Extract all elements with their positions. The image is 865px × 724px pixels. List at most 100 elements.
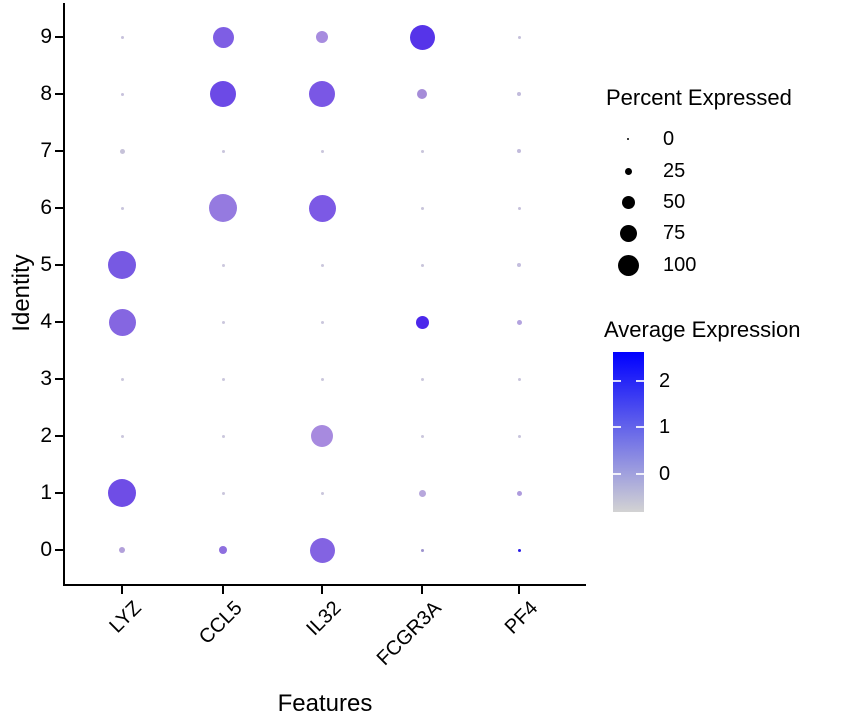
color-legend-title: Average Expression: [604, 317, 801, 342]
color-legend-label: 0: [659, 463, 671, 485]
size-legend-dot-100: [617, 254, 639, 276]
y-tick-mark: [55, 321, 63, 323]
size-legend-dot-25: [624, 167, 632, 175]
dot-LYZ-7: [119, 148, 125, 154]
dot-FCGR3A-6: [420, 206, 424, 210]
dot-LYZ-2: [120, 434, 124, 438]
dot-IL32-5: [320, 263, 324, 267]
dot-CCL5-9: [212, 26, 234, 48]
dot-CCL5-3: [221, 377, 225, 381]
dot-FCGR3A-0: [420, 548, 424, 552]
dot-FCGR3A-2: [420, 434, 424, 438]
dot-FCGR3A-1: [418, 489, 426, 497]
color-legend-label: 2: [659, 370, 671, 392]
colorbar-tick: [613, 426, 621, 428]
dot-CCL5-1: [221, 491, 225, 495]
y-tick-mark: [55, 492, 63, 494]
x-tick-label: CCL5: [194, 597, 247, 649]
dot-IL32-1: [320, 491, 324, 495]
dot-PF4-6: [517, 206, 521, 210]
dot-PF4-9: [517, 35, 521, 39]
y-tick-label: 6: [40, 196, 52, 219]
colorbar-tick: [613, 380, 621, 382]
dot-PF4-5: [517, 263, 521, 267]
x-axis-title: Features: [277, 690, 373, 717]
dot-CCL5-0: [219, 546, 227, 554]
x-tick-mark: [222, 586, 224, 594]
dot-IL32-3: [320, 377, 324, 381]
dot-PF4-8: [517, 92, 521, 96]
dot-CCL5-8: [210, 81, 236, 107]
y-axis-line: [63, 3, 65, 586]
colorbar-tick: [636, 473, 644, 475]
y-tick-mark: [55, 150, 63, 152]
dot-LYZ-5: [108, 251, 136, 279]
dot-CCL5-5: [221, 263, 225, 267]
x-tick-label: LYZ: [105, 597, 146, 638]
dot-FCGR3A-9: [409, 24, 435, 50]
dot-LYZ-9: [120, 35, 124, 39]
color-legend-label: 1: [659, 416, 671, 438]
x-tick-label: IL32: [302, 597, 346, 641]
size-legend-label: 25: [663, 160, 686, 182]
dot-LYZ-0: [119, 547, 125, 553]
y-tick-label: 4: [40, 310, 52, 333]
dot-IL32-7: [320, 149, 324, 153]
y-tick-mark: [55, 378, 63, 380]
dot-PF4-7: [517, 149, 521, 153]
size-legend-dot-0: [627, 138, 629, 140]
x-tick-label: FCGR3A: [372, 597, 446, 670]
dot-PF4-1: [516, 490, 522, 496]
dot-IL32-4: [320, 320, 324, 324]
dot-PF4-3: [517, 377, 521, 381]
y-tick-mark: [55, 93, 63, 95]
dot-FCGR3A-3: [420, 377, 424, 381]
dot-FCGR3A-5: [420, 263, 424, 267]
dot-LYZ-6: [120, 206, 124, 210]
size-legend-label: 100: [663, 254, 697, 276]
dot-IL32-6: [308, 194, 336, 222]
x-tick-mark: [121, 586, 123, 594]
y-tick-label: 1: [40, 481, 52, 504]
x-tick-mark: [518, 586, 520, 594]
dot-IL32-2: [311, 425, 333, 447]
dot-FCGR3A-7: [420, 149, 424, 153]
y-tick-mark: [55, 435, 63, 437]
y-tick-mark: [55, 207, 63, 209]
y-tick-label: 8: [40, 82, 52, 105]
y-tick-label: 3: [40, 367, 52, 390]
x-tick-mark: [321, 586, 323, 594]
size-legend-label: 0: [663, 128, 675, 150]
y-tick-label: 5: [40, 253, 52, 276]
y-tick-label: 2: [40, 424, 52, 447]
dot-LYZ-8: [120, 92, 124, 96]
size-legend-dot-75: [619, 224, 637, 242]
color-legend-gradient-bar: [613, 352, 644, 512]
colorbar-tick: [636, 380, 644, 382]
dot-FCGR3A-8: [417, 89, 427, 99]
y-tick-label: 0: [40, 538, 52, 561]
x-axis-line: [63, 584, 586, 586]
dot-IL32-8: [309, 81, 335, 107]
dot-LYZ-4: [108, 308, 136, 336]
x-tick-label: PF4: [501, 597, 543, 639]
dot-FCGR3A-4: [415, 315, 429, 329]
dot-CCL5-6: [209, 194, 237, 222]
dot-PF4-2: [517, 434, 521, 438]
y-tick-label: 7: [40, 139, 52, 162]
y-tick-mark: [55, 36, 63, 38]
dot-PF4-0: [517, 548, 521, 552]
dot-CCL5-7: [221, 149, 225, 153]
size-legend-label: 50: [663, 191, 686, 213]
colorbar-tick: [613, 473, 621, 475]
dot-CCL5-2: [221, 434, 225, 438]
dot-CCL5-4: [221, 320, 225, 324]
y-tick-label: 9: [40, 25, 52, 48]
dot-LYZ-3: [120, 377, 124, 381]
y-tick-mark: [55, 264, 63, 266]
colorbar-tick: [636, 426, 644, 428]
size-legend-label: 75: [663, 222, 686, 244]
size-legend-title: Percent Expressed: [606, 85, 792, 110]
y-tick-mark: [55, 549, 63, 551]
